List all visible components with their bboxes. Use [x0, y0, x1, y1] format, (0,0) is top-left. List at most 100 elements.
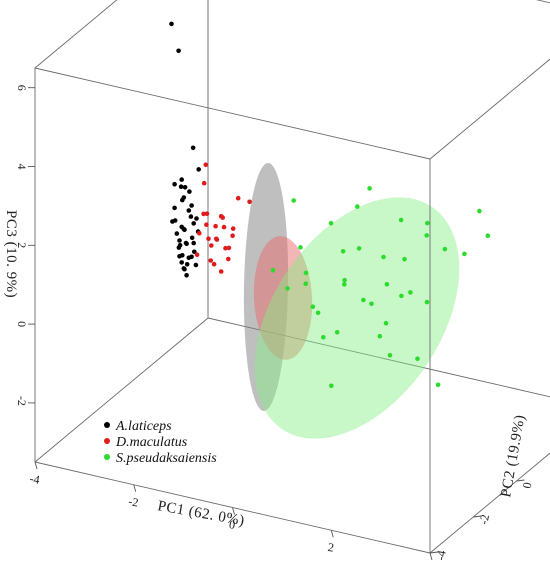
- x-tick-label: 0: [228, 517, 236, 532]
- data-point: [184, 262, 190, 267]
- legend-label-a-laticeps: A.laticeps: [115, 419, 172, 434]
- data-point: [321, 335, 326, 340]
- data-point: [176, 48, 181, 54]
- data-point: [191, 221, 196, 226]
- box-edge: [34, 0, 118, 69]
- box-edge: [34, 67, 431, 160]
- data-point: [369, 301, 374, 307]
- x-tick-mark: [232, 507, 235, 515]
- data-point: [408, 290, 413, 295]
- data-point: [218, 269, 224, 274]
- data-point: [201, 211, 206, 217]
- data-point: [315, 310, 321, 316]
- data-point: [190, 145, 196, 151]
- data-point: [193, 262, 199, 268]
- data-point: [220, 215, 225, 220]
- data-point: [204, 222, 209, 227]
- data-point: [485, 233, 491, 238]
- data-point: [196, 167, 201, 172]
- data-point: [399, 293, 404, 299]
- x-tick-mark: [34, 461, 38, 470]
- legend-label-s-pseudaksaiensis: S.pseudaksaiensis: [116, 451, 217, 466]
- legend-marker-a-laticeps: [104, 422, 110, 428]
- z-axis-label: PC3 (10. 9%): [3, 210, 19, 298]
- y-tick-label: -2: [476, 513, 492, 525]
- series-3-points: [270, 186, 491, 389]
- data-point: [384, 282, 390, 287]
- data-point: [442, 246, 448, 252]
- box-edge: [535, 0, 550, 4]
- x-tick-mark: [429, 552, 433, 561]
- data-point: [356, 246, 362, 251]
- data-point: [213, 223, 218, 229]
- data-point: [355, 204, 360, 209]
- data-point: [203, 162, 209, 168]
- data-point: [381, 254, 386, 260]
- data-point: [270, 268, 276, 273]
- z-tick-label: 2: [15, 242, 29, 248]
- confidence-ellipses: [243, 163, 460, 439]
- data-point: [189, 203, 194, 208]
- data-point: [462, 251, 467, 257]
- x-tick-label: -4: [29, 471, 41, 487]
- data-point: [342, 282, 347, 287]
- data-point: [424, 233, 430, 238]
- data-point: [298, 245, 303, 250]
- data-point: [402, 256, 407, 262]
- legend-marker-d-maculatus: [104, 438, 110, 444]
- z-tick-label: 6: [15, 85, 29, 91]
- data-point: [387, 353, 393, 358]
- data-point: [235, 195, 241, 201]
- data-point: [398, 217, 404, 223]
- data-point: [179, 260, 184, 265]
- data-point: [187, 189, 192, 194]
- data-point: [206, 236, 211, 241]
- data-point: [477, 208, 482, 214]
- legend-item-d-maculatus: D.maculatus: [104, 435, 188, 450]
- data-point: [189, 235, 195, 241]
- data-point: [183, 240, 189, 246]
- data-point: [328, 220, 334, 226]
- data-point: [194, 216, 199, 221]
- data-point: [214, 236, 219, 242]
- legend-label-d-maculatus: D.maculatus: [115, 435, 188, 450]
- data-point: [170, 219, 175, 224]
- data-point: [169, 21, 174, 27]
- data-point: [177, 253, 182, 259]
- data-point: [208, 258, 213, 263]
- z-tick-label: 4: [15, 164, 29, 170]
- data-point: [230, 233, 235, 238]
- data-point: [226, 245, 232, 251]
- data-point: [186, 255, 192, 261]
- data-point: [221, 224, 227, 230]
- legend-marker-s-pseudaksaiensis: [104, 454, 110, 460]
- confidence-ellipse-2: [253, 236, 313, 360]
- data-point: [230, 226, 236, 231]
- data-point: [194, 252, 200, 257]
- data-point: [303, 270, 309, 276]
- legend: A.laticeps D.maculatus S.pseudaksaiensis: [104, 419, 217, 466]
- y-tick-label: -4: [433, 549, 449, 561]
- y-tick-label: 0: [520, 481, 535, 489]
- data-point: [197, 230, 202, 236]
- data-point: [172, 205, 177, 211]
- data-point: [377, 333, 383, 339]
- data-point: [201, 180, 207, 186]
- y-tick-mark: [429, 551, 439, 554]
- x-tick-mark: [133, 484, 137, 492]
- data-point: [191, 240, 196, 246]
- data-point: [329, 383, 334, 389]
- data-point: [182, 185, 188, 190]
- x-axis-label: PC1 (62. 0%): [156, 498, 246, 529]
- series-2-points: [194, 162, 252, 274]
- data-point: [177, 238, 182, 243]
- x-tick-label: 4: [426, 563, 434, 566]
- data-point: [179, 177, 184, 182]
- data-point: [383, 320, 389, 326]
- data-point: [342, 277, 347, 283]
- z-tick-label: -2: [15, 396, 29, 406]
- legend-item-a-laticeps: A.laticeps: [104, 419, 172, 434]
- x-tick-label: -2: [127, 494, 139, 510]
